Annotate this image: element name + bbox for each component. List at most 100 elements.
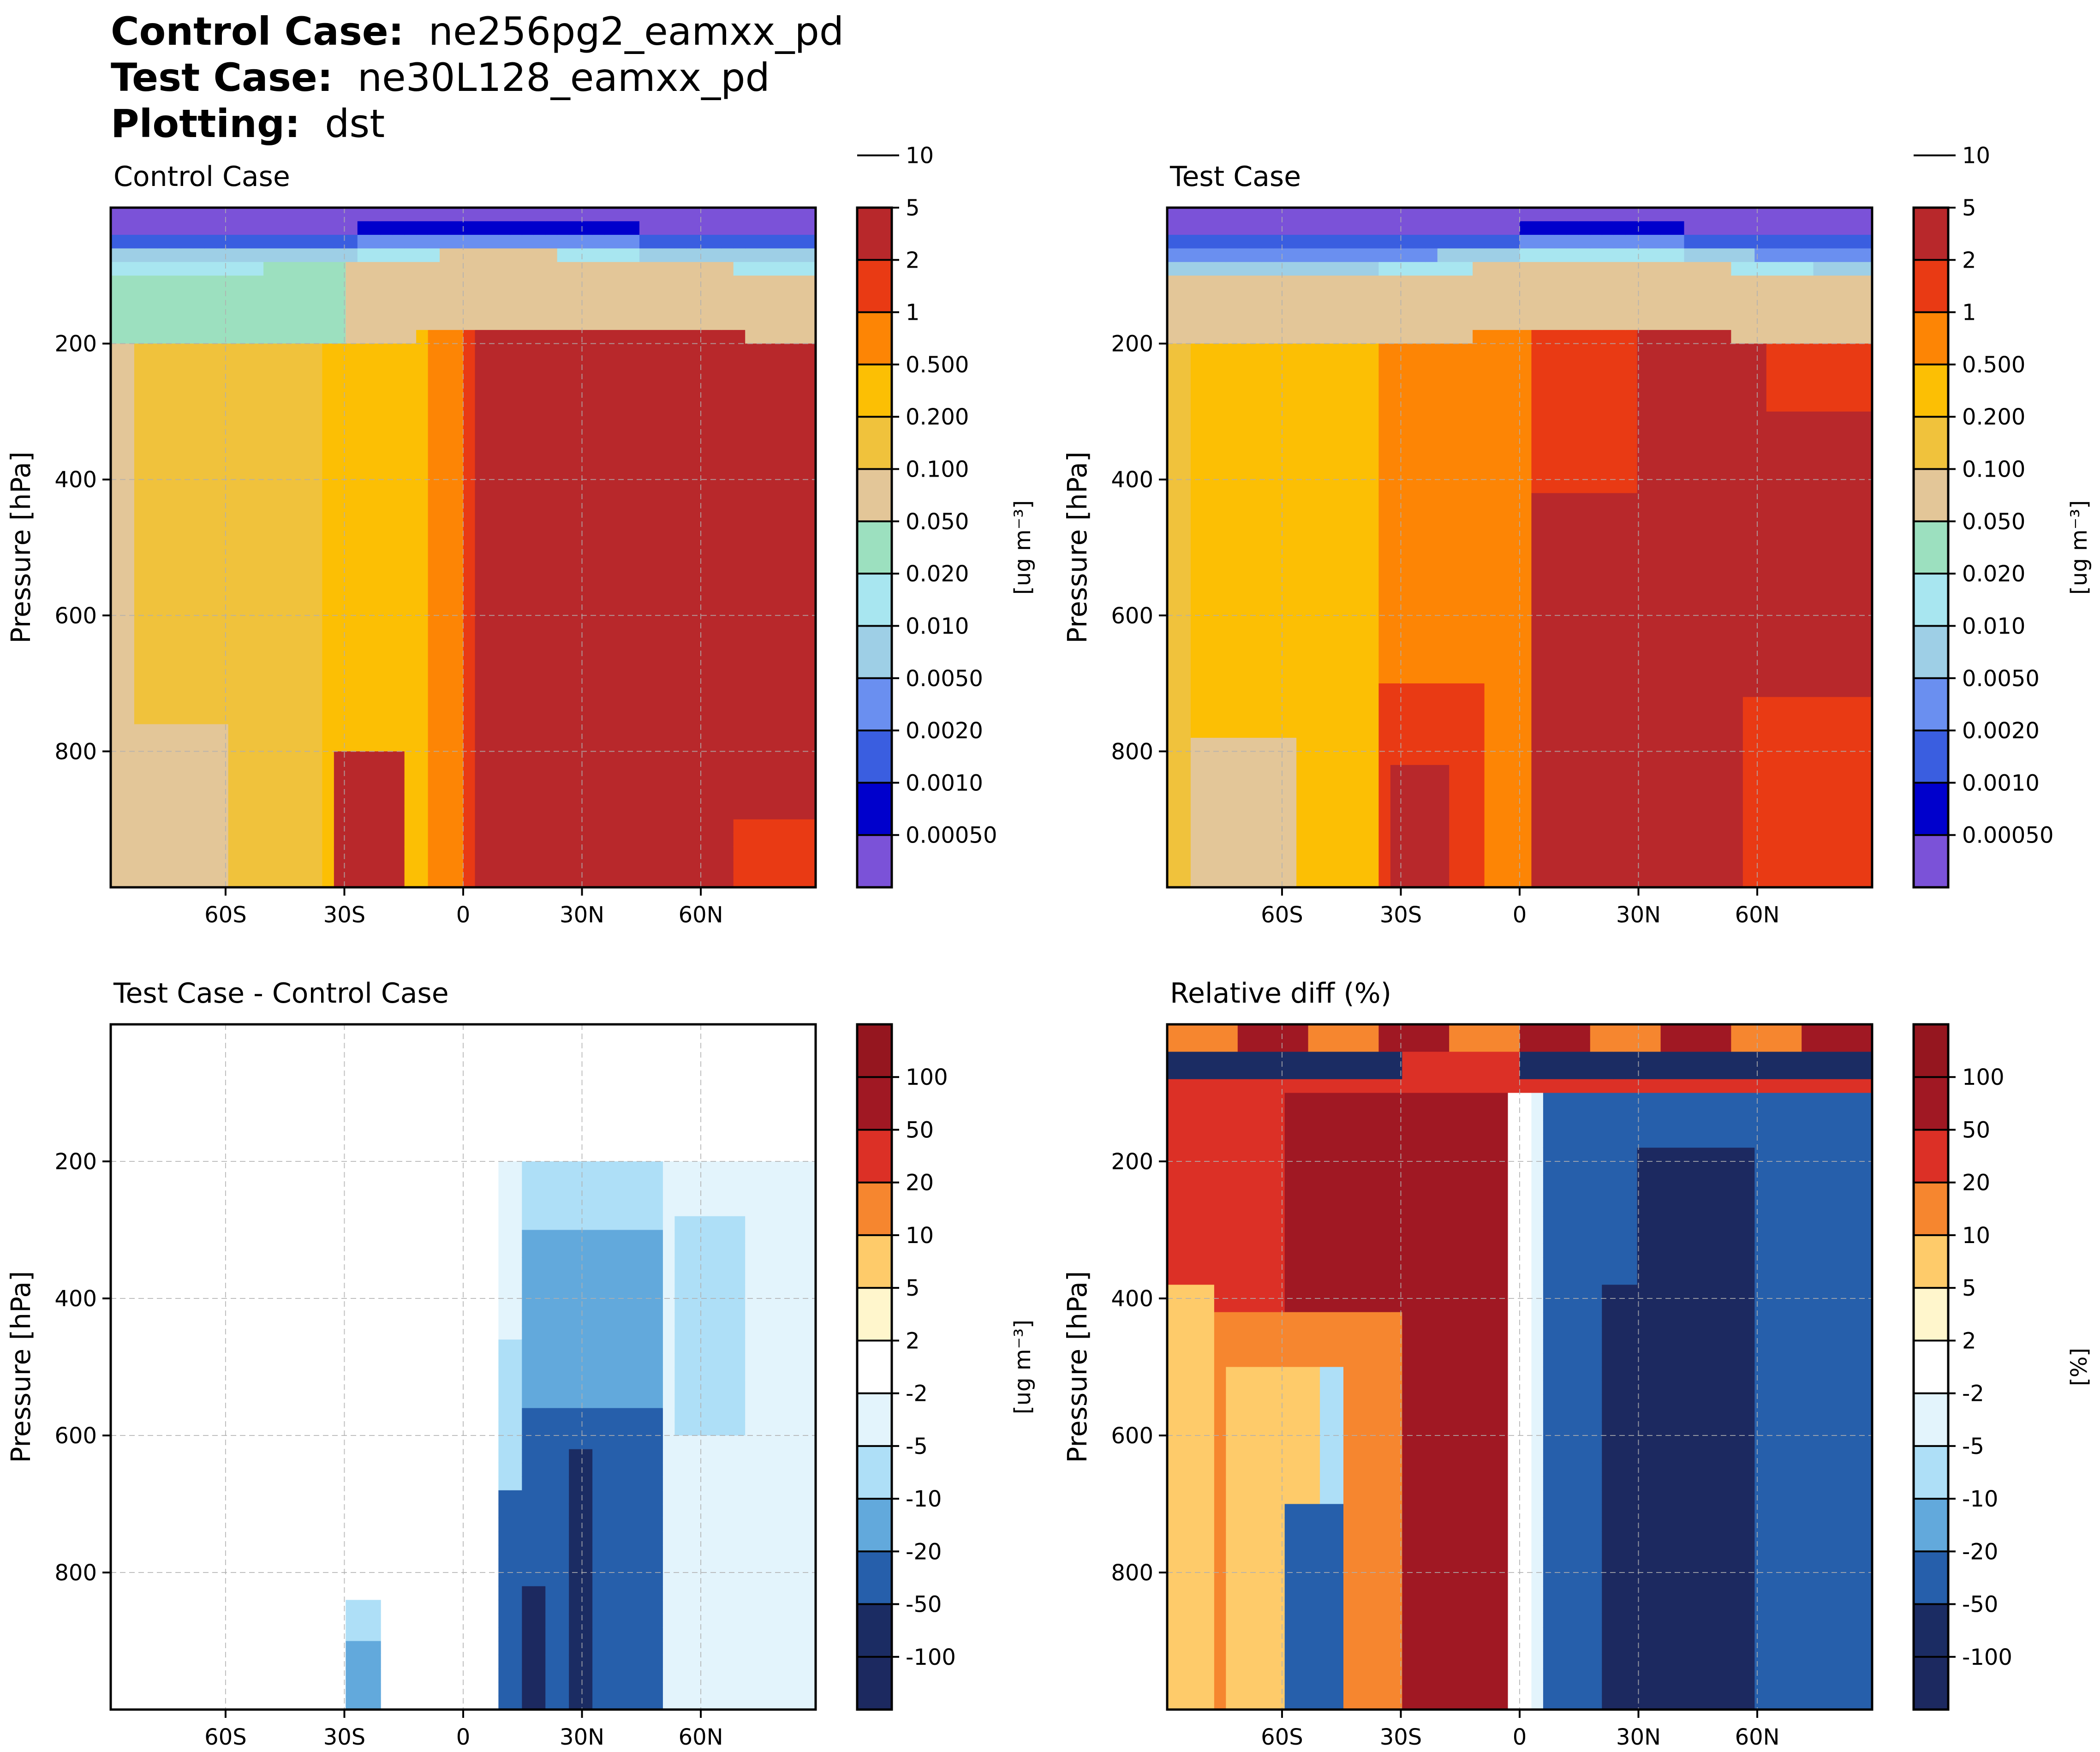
- panel-0-cell: [122, 425, 135, 439]
- panel-1-cell: [1378, 234, 1391, 249]
- panel-1-cell: [1484, 289, 1497, 304]
- panel-0-cell: [193, 602, 205, 616]
- panel-0-cell: [240, 221, 252, 235]
- panel-1-cell: [1520, 438, 1532, 453]
- panel-1-cell: [1226, 303, 1238, 317]
- panel-0-cell: [146, 615, 158, 630]
- panel-0-cell: [592, 724, 605, 738]
- panel-1-cell: [1426, 371, 1438, 385]
- panel-0-cell: [146, 466, 158, 480]
- panel-1-cell: [1237, 588, 1250, 603]
- panel-0-cell: [486, 411, 499, 426]
- panel-1-cell: [1226, 234, 1238, 249]
- panel-1-cell: [1496, 303, 1509, 317]
- panel-1-cell: [1202, 411, 1215, 426]
- panel-1-cell: [1167, 751, 1180, 765]
- panel-0-cell: [557, 737, 569, 752]
- panel-0-cell: [310, 819, 323, 833]
- panel-0-cell: [251, 316, 264, 330]
- panel-0-cell: [193, 479, 205, 494]
- panel-0-cell: [616, 479, 628, 494]
- panel-1-cell: [1237, 507, 1250, 521]
- panel-0-cell: [592, 629, 605, 643]
- panel-1-cell: [1484, 234, 1497, 249]
- panel-0-cell: [804, 507, 816, 521]
- panel-1-cell: [1237, 873, 1250, 887]
- panel-0-cell: [804, 792, 816, 807]
- panel-0-cell: [381, 520, 393, 534]
- panel-0-cell: [204, 588, 217, 603]
- panel-0-cell: [557, 588, 569, 603]
- panel-0-cell: [498, 234, 511, 249]
- panel-0-cell: [745, 833, 758, 847]
- panel-1-cell: [1237, 357, 1250, 371]
- panel-0-cell: [310, 289, 323, 304]
- panel-0-cell: [404, 765, 417, 779]
- panel-0-cell: [228, 398, 240, 412]
- panel-1-cell: [1531, 629, 1544, 643]
- panel-0-cell: [404, 384, 417, 399]
- panel-1-cell: [1190, 697, 1203, 711]
- panel-1-cell: [1590, 819, 1603, 833]
- panel-0-cell: [463, 438, 476, 453]
- panel-0-cell: [275, 765, 287, 779]
- panel-1-cell: [1473, 642, 1485, 657]
- panel-0-cell: [662, 425, 675, 439]
- panel-1-cell: [1414, 602, 1426, 616]
- panel-0-cell: [298, 534, 311, 548]
- panel-0-cell: [381, 833, 393, 847]
- panel-0-cell: [475, 765, 487, 779]
- panel-1-cell: [1226, 860, 1238, 874]
- panel-0-cell: [251, 588, 264, 603]
- panel-1-cell: [1543, 330, 1556, 344]
- panel-0-cell: [522, 248, 534, 263]
- panel-0-cell: [404, 724, 417, 738]
- panel-0-cell: [745, 778, 758, 793]
- panel-0-cell: [722, 316, 734, 330]
- panel-0-cell: [698, 262, 710, 276]
- panel-1-cell: [1555, 479, 1567, 494]
- panel-0-cell: [251, 343, 264, 358]
- panel-1-cell: [1308, 534, 1320, 548]
- panel-0-cell: [310, 806, 323, 820]
- panel-1-cell: [1355, 588, 1367, 603]
- panel-0-cell: [157, 452, 170, 466]
- panel-0-cell: [769, 873, 781, 887]
- panel-0-cell: [346, 330, 358, 344]
- panel-1-cell: [1366, 208, 1379, 222]
- panel-0-cell: [381, 751, 393, 765]
- panel-0-cell: [592, 248, 605, 263]
- panel-0-cell: [122, 860, 135, 874]
- panel-0-cell: [263, 670, 276, 684]
- panel-0-cell: [346, 343, 358, 358]
- panel-1-cell: [1437, 737, 1450, 752]
- panel-0-cell: [451, 806, 464, 820]
- panel-1-cell: [1555, 724, 1567, 738]
- panel-0-cell: [169, 561, 182, 575]
- panel-0-cell: [193, 343, 205, 358]
- panel-1-cell: [1343, 670, 1356, 684]
- panel-0-cell: [662, 289, 675, 304]
- panel-0-cell: [393, 724, 405, 738]
- panel-0-cell: [240, 371, 252, 385]
- panel-0-cell: [275, 208, 287, 222]
- panel-0-cell: [792, 547, 805, 562]
- panel-0-cell: [122, 819, 135, 833]
- panel-0-cell: [545, 425, 558, 439]
- panel-1-cell: [1543, 438, 1556, 453]
- panel-0-cell: [393, 574, 405, 589]
- panel-0-cell: [533, 520, 546, 534]
- colorbar-tick-label: 0.010: [906, 613, 969, 639]
- panel-0-cell: [486, 846, 499, 861]
- panel-0-cell: [545, 303, 558, 317]
- panel-1-cell: [1355, 792, 1367, 807]
- panel-1-cell: [1414, 615, 1426, 630]
- panel-0-cell: [627, 724, 640, 738]
- panel-0-cell: [357, 737, 370, 752]
- panel-0-cell: [381, 384, 393, 399]
- panel-1-cell: [1437, 629, 1450, 643]
- panel-0-cell: [757, 615, 769, 630]
- panel-1-cell: [1555, 697, 1567, 711]
- panel-0-cell: [627, 466, 640, 480]
- panel-0-cell: [428, 751, 440, 765]
